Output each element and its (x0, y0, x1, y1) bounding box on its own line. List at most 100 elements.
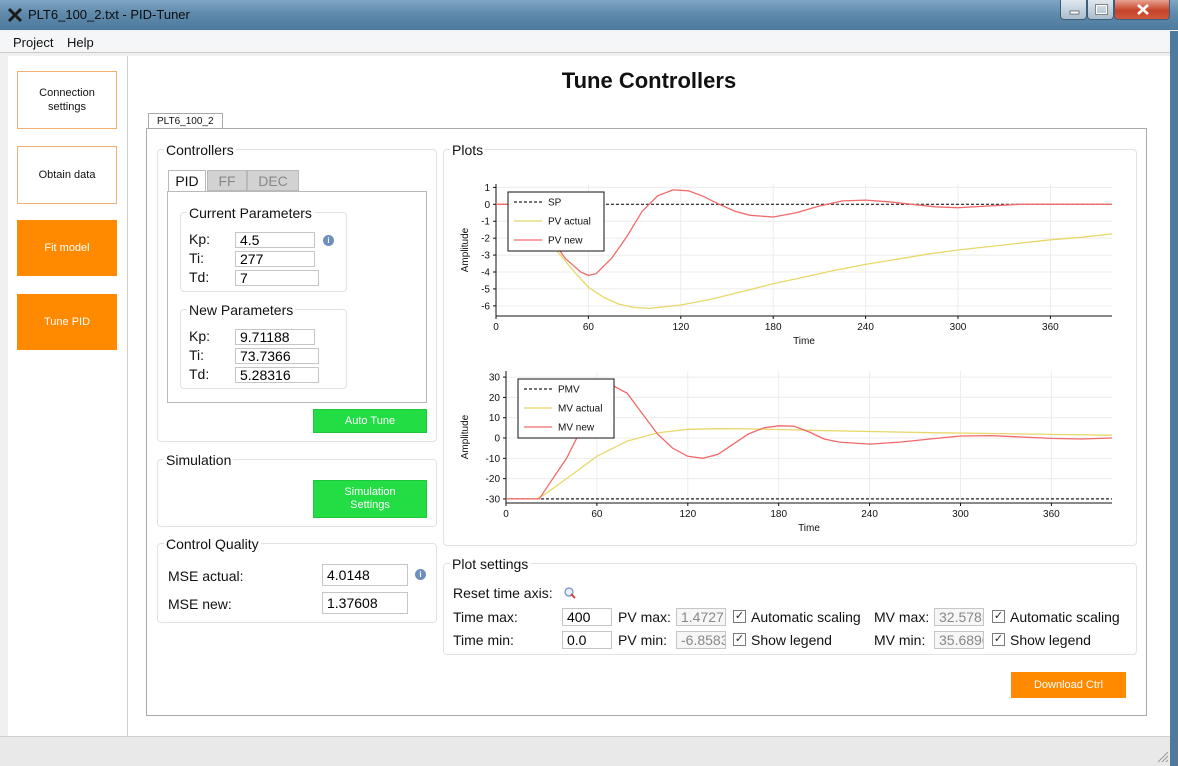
mv-auto-scaling-checkbox[interactable]: ✓ (992, 610, 1005, 623)
mv-max-label: MV max: (874, 609, 930, 625)
new-kp-field[interactable] (235, 329, 315, 345)
mv-chart-y-tick-label: -20 (486, 474, 501, 485)
mse-actual-label: MSE actual: (168, 568, 244, 584)
mse-new-label: MSE new: (168, 596, 232, 612)
menu-help[interactable]: Help (67, 35, 94, 50)
mv-chart-series-mv-actual (506, 428, 1113, 500)
pv-chart-y-tick-label: -2 (481, 234, 490, 245)
mv-show-legend-checkbox[interactable]: ✓ (992, 633, 1005, 646)
pv-show-legend-checkbox[interactable]: ✓ (733, 633, 746, 646)
reset-icon[interactable] (563, 586, 577, 600)
pv-chart-legend-label: PV new (548, 236, 583, 247)
nav-obtain-data-button[interactable]: Obtain data (17, 146, 117, 204)
page-title: Tune Controllers (561, 68, 737, 93)
nav-obtain-data-label: Obtain data (38, 169, 96, 181)
simulation-group: Simulation Simulation Settings (157, 452, 437, 527)
mse-new-field[interactable] (322, 592, 408, 614)
mv-chart-x-tick-label: 60 (591, 509, 603, 520)
mv-chart: 0 60 120 180 240 300 360 30 20 10 0 -10 -20 -30 Time Am… (460, 371, 1113, 533)
pv-chart-y-axis-label: Amplitude (460, 227, 471, 272)
mv-auto-scaling-label: Automatic scaling (1010, 609, 1120, 625)
close-icon (1137, 4, 1149, 15)
current-ti-field[interactable] (235, 251, 315, 267)
mv-min-field[interactable] (934, 631, 984, 649)
resize-grip-icon[interactable] (1155, 749, 1169, 763)
pv-chart-y-tick-label: -6 (481, 301, 490, 312)
mv-chart-x-tick-label: 240 (861, 509, 878, 520)
pv-chart: 0 60 120 180 240 300 360 1 0 -1 -2 -3 -4 -5 -6 Time Ampl… (460, 183, 1113, 346)
status-bar (0, 736, 1178, 766)
nav-connection-settings-button[interactable]: Connection settings (17, 71, 117, 129)
info-icon[interactable]: i (323, 235, 334, 246)
mv-chart-y-tick-label: -30 (486, 494, 501, 505)
new-td-label: Td: (189, 366, 210, 382)
current-parameters-group: Current Parameters Kp: i Ti: Td: (180, 205, 347, 292)
current-td-field[interactable] (235, 270, 319, 286)
plot-settings-title: Plot settings (450, 556, 531, 572)
plot-settings-group: Plot settings Reset time axis: Time max:… (443, 556, 1137, 655)
tab-pid[interactable]: PID (168, 170, 206, 191)
pv-chart-x-tick-label: 240 (857, 322, 874, 333)
pv-min-field[interactable] (676, 631, 726, 649)
pv-chart-y-tick-label: -5 (481, 284, 490, 295)
menu-bar: Project Help (0, 31, 1178, 53)
main-area: Tune Controllers PLT6_100_2 Controllers … (128, 56, 1170, 736)
control-quality-title: Control Quality (164, 536, 261, 552)
time-max-field[interactable] (562, 608, 612, 626)
pv-auto-scaling-checkbox[interactable]: ✓ (733, 610, 746, 623)
reset-time-axis-label: Reset time axis: (453, 585, 553, 601)
pv-chart-legend-label: SP (548, 198, 562, 209)
nav-fit-model-label: Fit model (44, 242, 90, 254)
mse-actual-field[interactable] (322, 564, 408, 586)
current-kp-label: Kp: (189, 231, 211, 247)
mv-chart-x-tick-label: 360 (1043, 509, 1060, 520)
info-icon[interactable]: i (415, 569, 426, 580)
maximize-button[interactable] (1087, 0, 1114, 20)
close-button[interactable] (1114, 0, 1170, 20)
sidebar: Connection settings Obtain data Fit mode… (8, 56, 128, 736)
new-parameters-group: New Parameters Kp: Ti: Td: (180, 302, 347, 389)
new-ti-field[interactable] (235, 348, 319, 364)
mv-chart-x-tick-label: 180 (770, 509, 787, 520)
minimize-button[interactable] (1060, 0, 1087, 20)
current-ti-label: Ti: (189, 250, 205, 266)
mv-chart-x-tick-label: 120 (679, 509, 696, 520)
tab-ff[interactable]: FF (207, 170, 247, 191)
tab-plt6-100-2[interactable]: PLT6_100_2 (148, 113, 223, 129)
simulation-settings-button[interactable]: Simulation Settings (313, 480, 427, 518)
pv-chart-x-tick-label: 180 (765, 322, 782, 333)
title-bar[interactable]: PLT6_100_2.txt - PID-Tuner (0, 0, 1178, 30)
controllers-group: Controllers PID FF DEC Current Parameter… (157, 142, 437, 442)
pv-chart-x-axis-label: Time (793, 336, 815, 346)
auto-tune-button[interactable]: Auto Tune (313, 409, 427, 433)
nav-fit-model-button[interactable]: Fit model (17, 220, 117, 276)
pv-max-field[interactable] (676, 608, 726, 626)
new-ti-label: Ti: (189, 347, 205, 363)
pv-chart-x-tick-label: 0 (493, 322, 499, 333)
current-kp-field[interactable] (235, 232, 315, 248)
minimize-icon (1069, 10, 1080, 15)
mv-chart-y-tick-label: 20 (489, 393, 501, 404)
menu-project[interactable]: Project (13, 35, 54, 50)
mv-chart-x-axis-label: Time (798, 523, 820, 533)
nav-tune-pid-label: Tune PID (43, 316, 91, 328)
nav-tune-pid-button[interactable]: Tune PID (17, 294, 117, 350)
pv-min-label: PV min: (618, 632, 668, 648)
pv-chart-legend: SP PV actual PV new (507, 191, 605, 252)
tab-content: Controllers PID FF DEC Current Parameter… (146, 128, 1147, 716)
current-td-label: Td: (189, 269, 210, 285)
mv-chart-legend: PMV MV actual MV new (517, 378, 615, 439)
pv-chart-y-tick-label: -4 (481, 268, 490, 279)
mv-chart-y-tick-label: 10 (489, 413, 501, 424)
new-kp-label: Kp: (189, 328, 211, 344)
mv-max-field[interactable] (934, 608, 984, 626)
tab-dec[interactable]: DEC (247, 170, 299, 191)
time-min-field[interactable] (562, 631, 612, 649)
pv-chart-y-tick-label: 0 (484, 200, 490, 211)
mv-min-label: MV min: (874, 632, 926, 648)
download-ctrl-button[interactable]: Download Ctrl (1011, 672, 1126, 698)
pv-chart-series-pv-new (496, 189, 1112, 277)
pv-chart-y-tick-label: 1 (484, 183, 490, 194)
new-td-field[interactable] (235, 367, 319, 383)
